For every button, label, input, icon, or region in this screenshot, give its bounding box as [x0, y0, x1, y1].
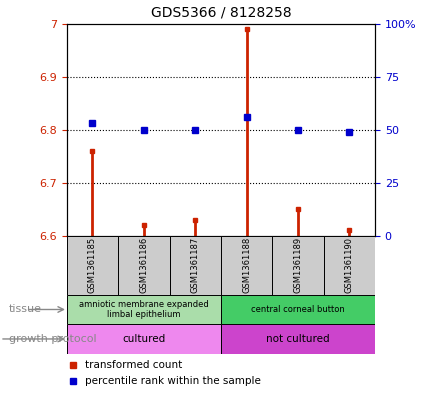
Bar	[169, 236, 220, 295]
Text: central corneal button: central corneal button	[250, 305, 344, 314]
Bar	[67, 295, 221, 324]
Text: not cultured: not cultured	[265, 334, 329, 344]
Bar	[118, 236, 169, 295]
Text: GSM1361186: GSM1361186	[139, 237, 148, 294]
Text: GSM1361188: GSM1361188	[242, 237, 251, 294]
Bar	[67, 236, 118, 295]
Text: GSM1361185: GSM1361185	[88, 237, 97, 293]
Bar	[272, 236, 323, 295]
Text: GSM1361190: GSM1361190	[344, 237, 353, 293]
Bar	[220, 236, 272, 295]
Text: GSM1361189: GSM1361189	[293, 237, 302, 293]
Title: GDS5366 / 8128258: GDS5366 / 8128258	[150, 6, 291, 20]
Text: cultured: cultured	[122, 334, 165, 344]
Text: transformed count: transformed count	[85, 360, 182, 370]
Bar	[220, 324, 374, 354]
Bar	[323, 236, 374, 295]
Text: GSM1361187: GSM1361187	[190, 237, 199, 294]
Text: amniotic membrane expanded
limbal epithelium: amniotic membrane expanded limbal epithe…	[79, 300, 208, 319]
Text: growth protocol: growth protocol	[9, 334, 96, 344]
Text: tissue: tissue	[9, 305, 42, 314]
Text: percentile rank within the sample: percentile rank within the sample	[85, 376, 261, 386]
Bar	[220, 295, 374, 324]
Bar	[67, 324, 221, 354]
